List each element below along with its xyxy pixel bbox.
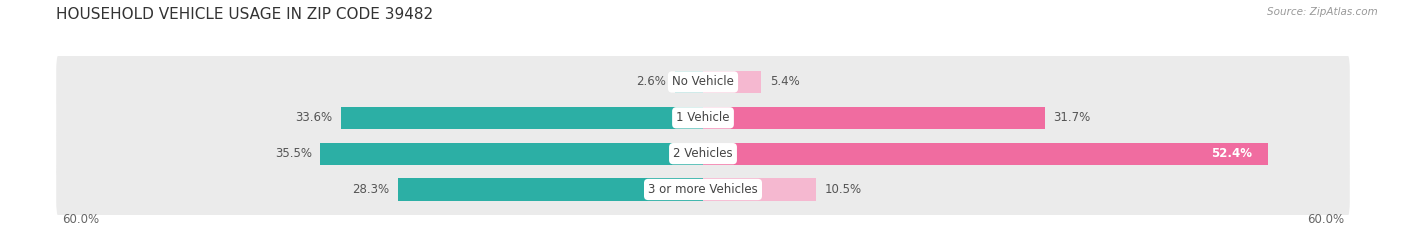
Text: 5.4%: 5.4%	[770, 75, 800, 88]
FancyBboxPatch shape	[56, 51, 1350, 113]
Bar	[340, 107, 703, 129]
Text: 2 Vehicles: 2 Vehicles	[673, 147, 733, 160]
FancyBboxPatch shape	[56, 87, 1350, 149]
Bar	[703, 143, 1268, 165]
Text: 1 Vehicle: 1 Vehicle	[676, 111, 730, 124]
Text: 60.0%: 60.0%	[62, 213, 98, 226]
Text: Source: ZipAtlas.com: Source: ZipAtlas.com	[1267, 7, 1378, 17]
Text: No Vehicle: No Vehicle	[672, 75, 734, 88]
FancyBboxPatch shape	[56, 159, 1350, 220]
FancyBboxPatch shape	[56, 123, 1350, 184]
Text: 2.6%: 2.6%	[637, 75, 666, 88]
Bar	[321, 143, 703, 165]
Text: 31.7%: 31.7%	[1053, 111, 1091, 124]
Bar	[703, 178, 817, 201]
Bar	[398, 178, 703, 201]
Text: 28.3%: 28.3%	[352, 183, 389, 196]
Text: 60.0%: 60.0%	[1308, 213, 1344, 226]
Text: 52.4%: 52.4%	[1211, 147, 1251, 160]
Text: 10.5%: 10.5%	[825, 183, 862, 196]
Bar	[675, 71, 703, 93]
Text: 3 or more Vehicles: 3 or more Vehicles	[648, 183, 758, 196]
Bar	[703, 71, 761, 93]
Text: 35.5%: 35.5%	[274, 147, 312, 160]
Bar	[703, 107, 1045, 129]
Text: 33.6%: 33.6%	[295, 111, 332, 124]
Text: HOUSEHOLD VEHICLE USAGE IN ZIP CODE 39482: HOUSEHOLD VEHICLE USAGE IN ZIP CODE 3948…	[56, 7, 433, 22]
